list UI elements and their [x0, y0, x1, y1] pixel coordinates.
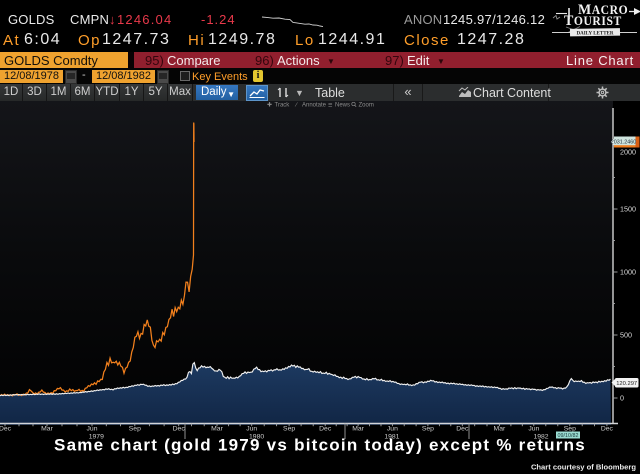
svg-text:Dec: Dec	[0, 426, 12, 433]
svg-text:1981: 1981	[384, 434, 399, 441]
svg-text:∕: ∕	[294, 102, 298, 109]
svg-text:Jun: Jun	[387, 426, 398, 433]
svg-text:Dec: Dec	[456, 426, 469, 433]
svg-text:Sep: Sep	[129, 426, 141, 433]
svg-text:1000: 1000	[620, 268, 636, 277]
svg-text:Zoom: Zoom	[359, 103, 374, 109]
svg-text:1980: 1980	[249, 434, 264, 441]
svg-text:☰: ☰	[328, 103, 333, 109]
svg-text:09/10/82: 09/10/82	[558, 433, 579, 439]
svg-text:Mar: Mar	[352, 426, 364, 433]
svg-text:DAILY LETTER: DAILY LETTER	[576, 31, 613, 36]
svg-text:1979: 1979	[89, 434, 104, 441]
svg-text:Sep: Sep	[283, 426, 295, 433]
svg-text:Dec: Dec	[601, 426, 614, 433]
svg-text:1982: 1982	[533, 434, 548, 441]
svg-text:2031.2460: 2031.2460	[611, 140, 636, 146]
svg-text:Jun: Jun	[87, 426, 98, 433]
svg-text:Sep: Sep	[422, 426, 434, 433]
svg-text:1500: 1500	[620, 205, 636, 214]
svg-text:Jun: Jun	[528, 426, 539, 433]
svg-text:Track: Track	[275, 103, 291, 109]
svg-text:Mar: Mar	[41, 426, 53, 433]
svg-text:0: 0	[620, 394, 624, 403]
svg-text:Annotate: Annotate	[302, 103, 327, 109]
svg-text:500: 500	[620, 331, 632, 340]
svg-text:Same chart (gold 1979 vs bitco: Same chart (gold 1979 vs bitcoin today) …	[54, 436, 586, 455]
svg-text:News: News	[335, 103, 350, 109]
svg-text:Jun: Jun	[246, 426, 257, 433]
svg-text:Mar: Mar	[211, 426, 223, 433]
svg-text:Sep: Sep	[564, 426, 576, 433]
svg-text:Dec: Dec	[319, 426, 332, 433]
svg-text:Chart courtesy of Bloomberg: Chart courtesy of Bloomberg	[531, 463, 636, 472]
svg-text:Mar: Mar	[494, 426, 506, 433]
svg-text:✚: ✚	[267, 102, 272, 109]
svg-text:120.297: 120.297	[616, 381, 637, 387]
svg-text:Dec: Dec	[173, 426, 186, 433]
svg-text:2000: 2000	[620, 148, 636, 157]
